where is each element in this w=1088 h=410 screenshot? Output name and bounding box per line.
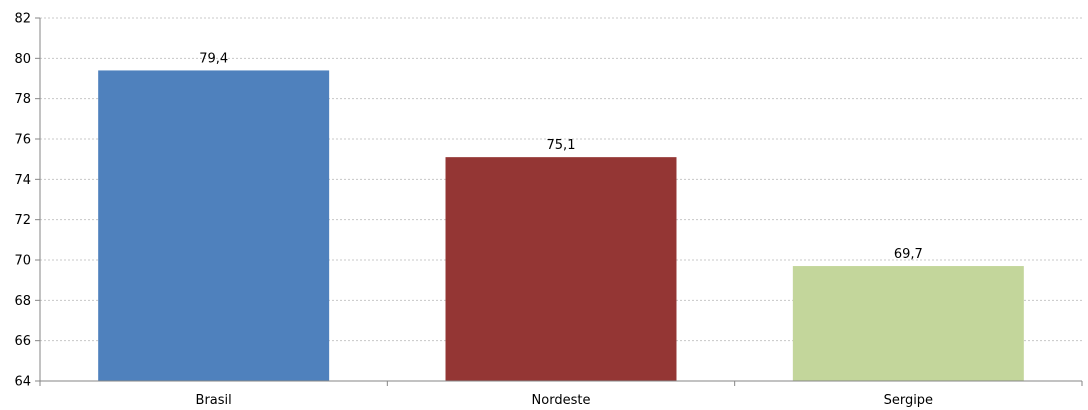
y-tick-label: 68 <box>14 294 31 309</box>
data-label: 75,1 <box>547 138 576 153</box>
bar-nordeste <box>445 157 677 381</box>
data-label: 69,7 <box>894 247 923 262</box>
x-tick-label: Nordeste <box>532 393 591 408</box>
y-tick-label: 78 <box>14 92 31 107</box>
y-tick-label: 74 <box>14 173 31 188</box>
data-label: 79,4 <box>199 51 228 66</box>
bars <box>98 70 1024 381</box>
x-tick-labels: Brasil Nordeste Sergipe <box>196 393 934 408</box>
y-tick-label: 80 <box>14 52 31 67</box>
y-tick-label: 66 <box>14 334 31 349</box>
y-tick-label: 72 <box>14 213 31 228</box>
y-tick-label: 70 <box>14 254 31 269</box>
y-tick-label: 64 <box>14 375 31 390</box>
y-tick-label: 82 <box>14 12 31 27</box>
bar-brasil <box>98 70 330 381</box>
axes <box>39 18 1082 382</box>
x-tick-label: Brasil <box>196 393 232 408</box>
bar-sergipe <box>792 266 1024 381</box>
x-tick-label: Sergipe <box>884 393 933 408</box>
y-tick-labels: 64 66 68 70 72 74 76 78 80 82 <box>14 12 31 390</box>
data-labels: 79,4 75,1 69,7 <box>199 51 923 262</box>
y-tick-label: 76 <box>14 133 31 148</box>
